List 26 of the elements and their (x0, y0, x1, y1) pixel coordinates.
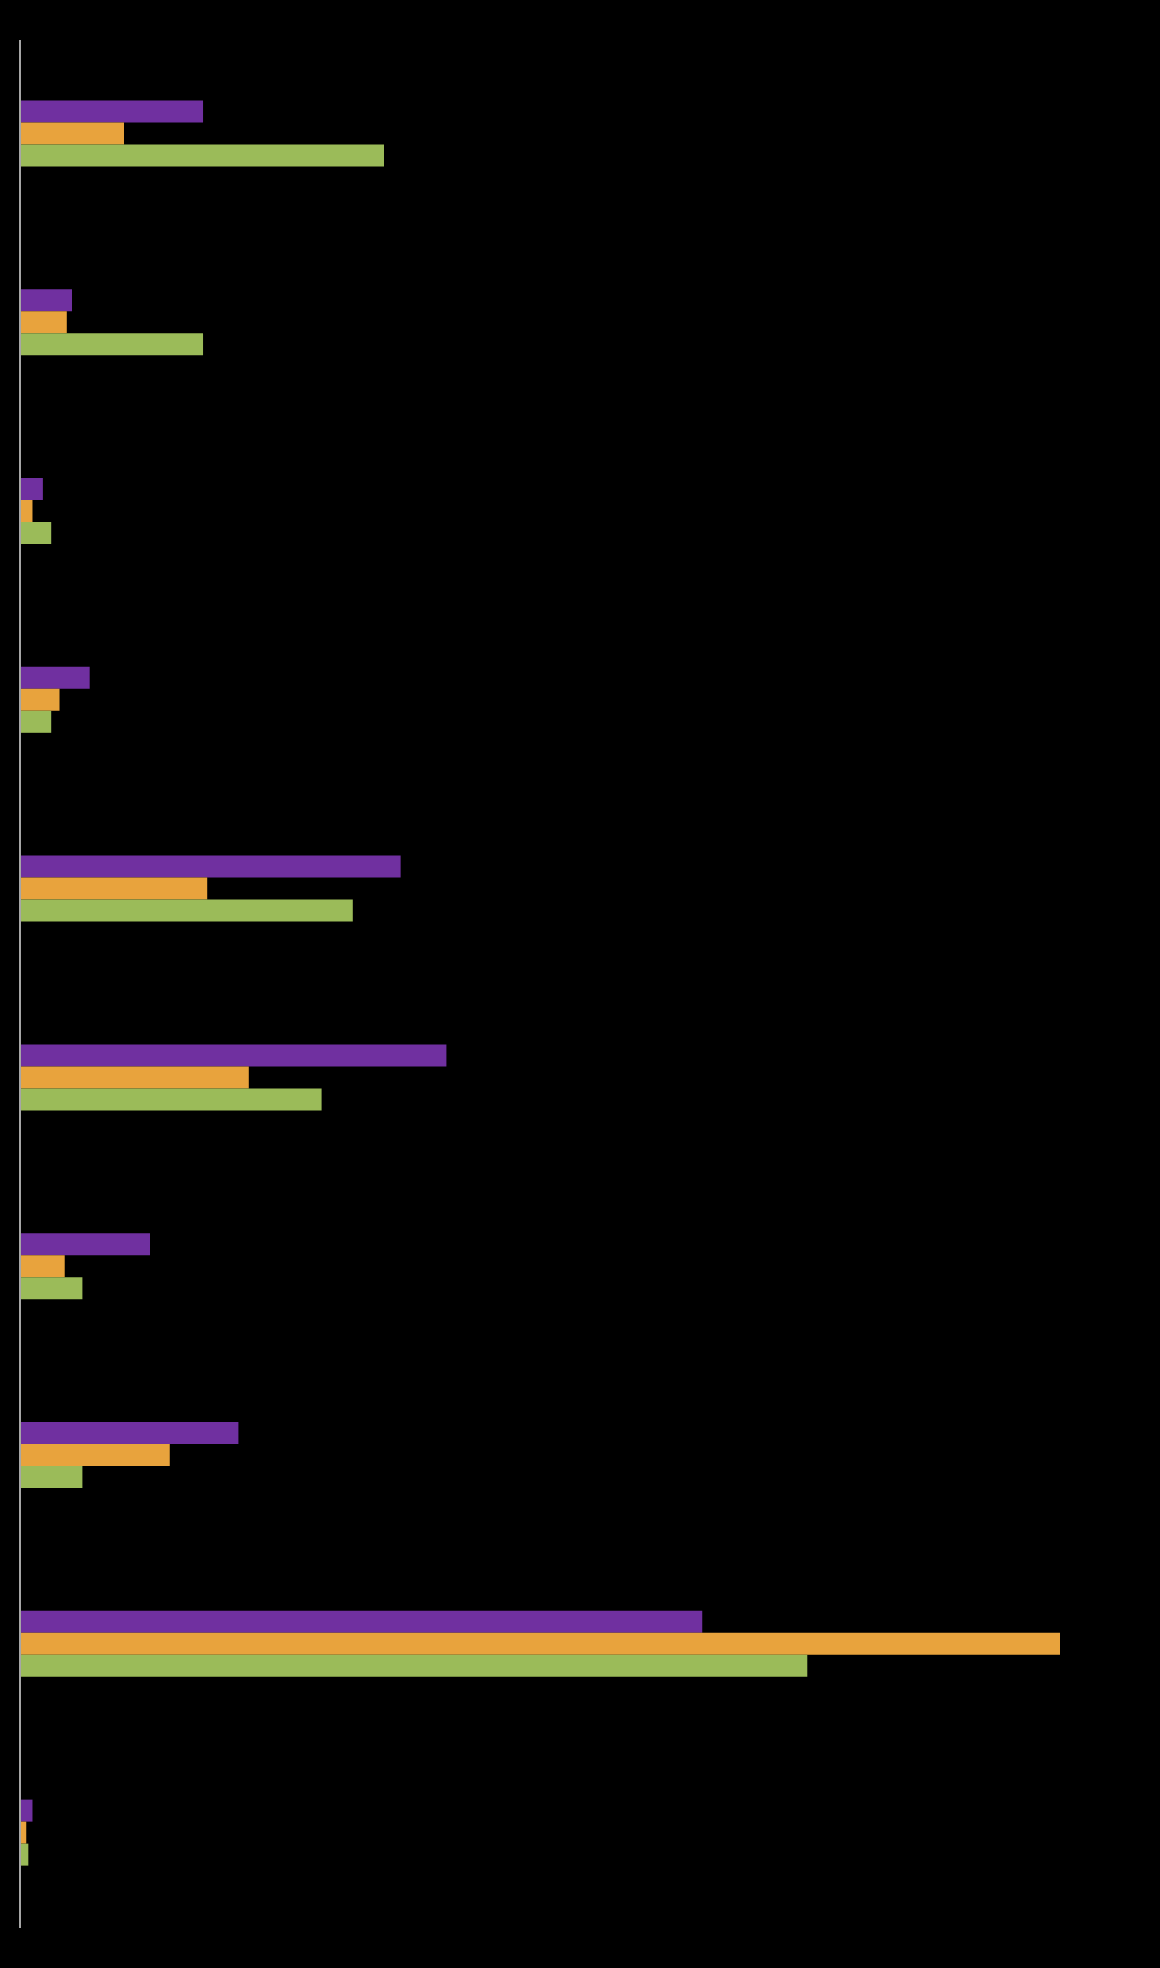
bar (20, 311, 67, 334)
bar (20, 666, 90, 689)
bar (20, 1088, 322, 1111)
bar (20, 333, 204, 356)
bar (20, 1277, 83, 1300)
bar (20, 1466, 83, 1489)
bar (20, 899, 353, 922)
bar (20, 1632, 1060, 1655)
bar (20, 144, 384, 167)
bar (20, 1255, 65, 1278)
bar (20, 100, 204, 123)
bar (20, 688, 60, 711)
bar (20, 710, 52, 733)
bar (20, 855, 401, 878)
bar (20, 1233, 150, 1256)
bar (20, 1422, 239, 1445)
bar (20, 1066, 249, 1089)
bar (20, 1044, 447, 1067)
bar (20, 122, 124, 145)
bar (20, 1444, 170, 1467)
bar (20, 522, 52, 545)
bar (20, 877, 208, 900)
bar (20, 1654, 808, 1677)
bar (20, 1610, 703, 1633)
bar (20, 289, 72, 312)
bar (20, 478, 43, 501)
